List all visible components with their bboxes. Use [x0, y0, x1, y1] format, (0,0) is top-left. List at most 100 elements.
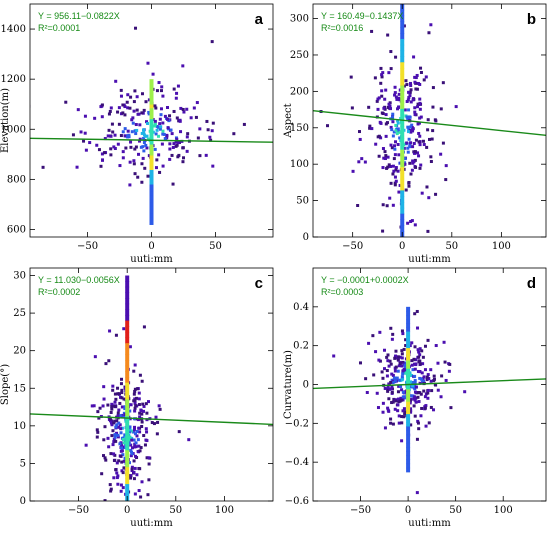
density-band-segment [125, 360, 130, 367]
panel-letter: b [527, 11, 536, 28]
data-point [100, 472, 104, 476]
density-band-segment [149, 155, 154, 160]
data-point [109, 106, 113, 110]
data-point [172, 142, 176, 146]
data-point [110, 122, 114, 126]
data-point [386, 408, 390, 412]
data-point [382, 367, 386, 371]
data-point [394, 179, 398, 183]
data-point [159, 113, 163, 117]
data-point [440, 374, 444, 378]
data-point [155, 89, 159, 93]
data-point [103, 425, 107, 429]
data-point [406, 150, 410, 154]
data-point [143, 166, 147, 170]
data-point [375, 99, 379, 103]
data-point [121, 156, 125, 160]
density-band-segment [406, 447, 411, 452]
density-band-segment [125, 331, 130, 339]
data-point [391, 203, 395, 207]
density-band-segment [149, 104, 154, 109]
data-point [429, 155, 433, 159]
data-point [146, 174, 150, 178]
data-point [406, 117, 410, 121]
data-point [379, 81, 383, 85]
data-point [115, 461, 119, 465]
data-point [117, 106, 121, 110]
data-point [121, 111, 125, 115]
data-point [398, 130, 402, 134]
data-point [393, 183, 397, 187]
density-band-segment [406, 467, 411, 473]
data-point [427, 421, 431, 425]
data-point [406, 125, 410, 129]
data-point [397, 414, 401, 418]
data-point [381, 147, 385, 151]
data-point [404, 79, 408, 83]
data-point [418, 347, 422, 351]
data-point [123, 105, 127, 109]
x-tick-label: 100 [492, 241, 511, 252]
data-point [140, 180, 144, 184]
data-point [390, 401, 394, 405]
data-point [389, 67, 393, 71]
density-band-segment [400, 167, 405, 174]
data-point [423, 395, 427, 399]
data-point [404, 344, 408, 348]
data-point [411, 161, 415, 165]
data-point [112, 145, 116, 149]
data-point [166, 126, 170, 130]
data-point [114, 425, 118, 429]
data-point [157, 153, 161, 157]
data-point [176, 84, 180, 88]
data-point [413, 312, 417, 316]
density-band-segment [400, 27, 405, 34]
y-tick-label: 30 [13, 271, 26, 282]
density-band-segment [149, 100, 154, 106]
x-tick-label: 0 [124, 505, 130, 516]
data-point [416, 421, 420, 425]
data-point [134, 441, 138, 445]
data-point [448, 362, 452, 366]
x-tick-label: 50 [445, 241, 458, 252]
density-band-segment [149, 213, 154, 218]
data-point [64, 100, 68, 104]
density-band-segment [406, 335, 411, 341]
data-point [391, 332, 395, 336]
data-point [413, 381, 417, 385]
data-point [136, 175, 140, 179]
density-band-segment [400, 202, 405, 209]
density-band-segment [149, 195, 154, 200]
data-point [426, 396, 430, 400]
data-point [116, 110, 120, 114]
data-point [109, 421, 113, 425]
data-point [376, 107, 380, 111]
data-point [131, 430, 135, 434]
x-tick-label: −50 [350, 505, 371, 516]
density-band-segment [406, 348, 411, 353]
density-band-segment [125, 427, 130, 434]
data-point [389, 362, 393, 366]
density-band-segment [406, 409, 411, 415]
density-band-segment [149, 206, 154, 211]
data-point [383, 157, 387, 161]
density-band-segment [149, 119, 154, 124]
data-point [421, 139, 425, 143]
data-point [387, 163, 391, 167]
data-point [142, 434, 146, 438]
r-squared: R²=0.0003 [321, 287, 363, 297]
r-squared: R²=0.0002 [38, 287, 80, 297]
data-point [152, 422, 156, 426]
y-tick-label: 600 [7, 224, 26, 235]
data-point [408, 344, 412, 348]
data-point [400, 329, 404, 333]
data-point [109, 452, 113, 456]
y-axis-label: Aspect [283, 103, 294, 138]
data-point [111, 388, 115, 392]
data-point [133, 89, 137, 93]
data-point [388, 196, 392, 200]
data-point [123, 134, 127, 138]
density-band-segment [406, 352, 411, 357]
data-point [411, 368, 415, 372]
data-point [92, 404, 96, 408]
